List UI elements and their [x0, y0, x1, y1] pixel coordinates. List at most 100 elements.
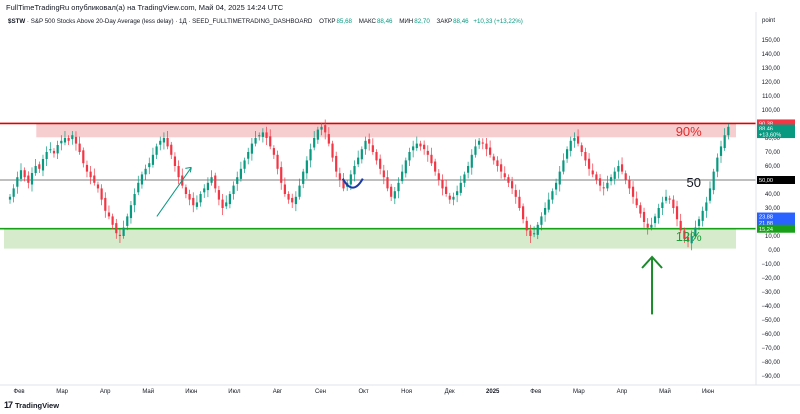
- candle: [228, 191, 231, 209]
- low-label: МИН: [399, 18, 414, 25]
- candle-body: [646, 223, 649, 228]
- candle: [214, 172, 217, 193]
- candle-body: [573, 138, 576, 141]
- candle: [591, 163, 594, 178]
- candle: [71, 131, 74, 145]
- candle: [686, 232, 690, 248]
- candle: [100, 184, 103, 206]
- price-tag: 50,00: [757, 176, 795, 184]
- x-tick-label: Июн: [702, 389, 714, 395]
- candle-body: [294, 196, 297, 205]
- candle-body: [478, 140, 481, 145]
- candle-body: [276, 154, 279, 169]
- candle-body: [401, 171, 404, 182]
- candle: [41, 154, 45, 177]
- candle: [445, 179, 448, 197]
- candle-body: [529, 230, 532, 236]
- candle: [613, 167, 616, 185]
- candle-body: [664, 196, 668, 201]
- y-tick-label: −80,00: [761, 360, 780, 366]
- candle-body: [580, 145, 583, 152]
- price-tag: +13,60%: [757, 130, 795, 138]
- candle: [617, 160, 620, 179]
- candle-body: [500, 164, 503, 172]
- trend-arrow-head: [185, 166, 192, 173]
- candle: [34, 159, 37, 176]
- candle-body: [543, 208, 547, 215]
- candle: [642, 207, 646, 228]
- symbol-name[interactable]: $STW: [8, 18, 26, 25]
- price-axis-title: point: [762, 18, 775, 24]
- candle-body: [239, 168, 242, 179]
- candle: [701, 206, 704, 227]
- candle-body: [470, 154, 473, 168]
- candle-body: [642, 211, 646, 222]
- candle-body: [52, 150, 56, 154]
- candle: [206, 177, 210, 198]
- candle-body: [547, 199, 550, 210]
- candle: [540, 212, 543, 231]
- candle: [382, 164, 385, 185]
- x-tick-label: Июн: [185, 389, 197, 395]
- open-label: ОТКР: [319, 18, 336, 25]
- candle: [192, 192, 195, 213]
- candle-body: [12, 188, 15, 197]
- candle-body: [631, 186, 635, 197]
- candle: [276, 150, 279, 175]
- candle-body: [368, 139, 371, 144]
- x-tick-label: Апр: [100, 389, 111, 395]
- candle-body: [254, 138, 257, 144]
- candle: [155, 143, 158, 159]
- candle: [272, 145, 275, 159]
- candle: [243, 157, 246, 173]
- candle: [595, 171, 598, 185]
- candle-body: [694, 227, 697, 236]
- candle: [8, 194, 12, 204]
- candle-body: [448, 195, 451, 200]
- levels-layer: [0, 122, 756, 230]
- candle: [646, 218, 649, 235]
- candle: [412, 140, 415, 158]
- y-tick-label: −90,00: [761, 374, 780, 380]
- candle-body: [269, 136, 272, 147]
- close-label: ЗАКР: [436, 18, 453, 25]
- candle: [496, 156, 499, 172]
- candle-body: [386, 177, 389, 189]
- candle: [115, 218, 118, 239]
- y-tick-label: 80,00: [765, 136, 781, 142]
- candle-body: [122, 227, 125, 236]
- candle-body: [521, 206, 525, 220]
- candle-body: [661, 202, 664, 208]
- candle-body: [459, 182, 462, 193]
- candle-body: [584, 152, 587, 161]
- candle: [225, 195, 228, 210]
- candle: [287, 191, 290, 204]
- candle: [657, 203, 660, 224]
- candle: [261, 128, 264, 143]
- candle-body: [349, 174, 352, 185]
- candle: [631, 181, 635, 204]
- candle-body: [562, 160, 565, 172]
- candle: [140, 171, 144, 189]
- candle-body: [602, 187, 605, 189]
- candle-body: [287, 194, 290, 200]
- candle-body: [38, 164, 41, 169]
- candle: [628, 175, 631, 194]
- candle: [30, 167, 34, 192]
- candle-body: [148, 163, 151, 168]
- candle: [712, 168, 715, 195]
- tradingview-logo[interactable]: 17 TradingView: [4, 400, 59, 410]
- candle: [122, 220, 125, 239]
- candle: [258, 132, 261, 141]
- candle: [708, 181, 712, 204]
- price-tag-label: 88,46: [759, 127, 773, 133]
- candle: [683, 227, 686, 243]
- candle: [565, 146, 569, 163]
- candle: [144, 164, 147, 180]
- candle: [137, 175, 140, 196]
- candle: [148, 157, 151, 175]
- candle: [419, 140, 422, 151]
- candle: [166, 131, 169, 150]
- axis-layer: point 150,00 140,00 130,00 120,00 110,00 100,0…: [0, 12, 800, 395]
